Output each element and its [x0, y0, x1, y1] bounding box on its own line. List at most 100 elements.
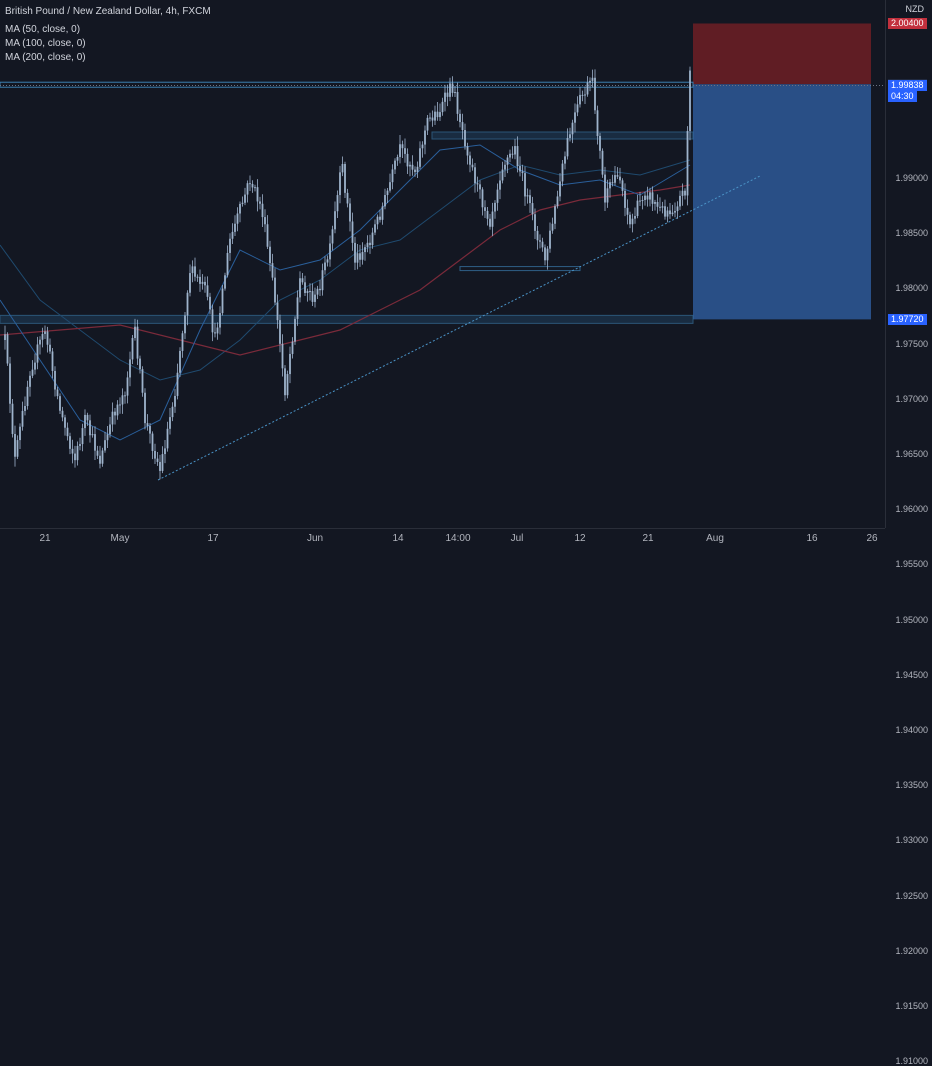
- candle-body: [639, 200, 641, 202]
- candle-body: [594, 77, 596, 111]
- candle-body: [559, 181, 561, 197]
- candle-body: [224, 275, 226, 289]
- candle-body: [654, 202, 656, 204]
- candle-body: [74, 453, 76, 461]
- candle-body: [496, 189, 499, 203]
- price-tick: 1.95500: [895, 559, 928, 570]
- candle-body: [614, 175, 616, 183]
- candle-body: [129, 359, 131, 378]
- candle-body: [151, 433, 154, 451]
- price-tick: 1.93500: [895, 780, 928, 791]
- candle-body: [684, 190, 686, 196]
- candle-body: [289, 353, 291, 375]
- time-axis[interactable]: 21 May 17 Jun 14 14:00 Jul 12 21 Aug 16 26: [0, 528, 885, 550]
- candle-body: [201, 281, 204, 284]
- candle-body: [221, 288, 224, 314]
- candle-body: [586, 82, 589, 95]
- legend-ma-200[interactable]: MA (200, close, 0): [5, 52, 86, 63]
- candle-body: [124, 395, 126, 397]
- candle-body: [589, 80, 591, 83]
- legend-ma-100[interactable]: MA (100, close, 0): [5, 38, 86, 49]
- candle-body: [56, 389, 59, 397]
- candle-body: [479, 184, 481, 190]
- candle-body: [546, 248, 549, 261]
- price-tag: 1.99838: [888, 80, 927, 92]
- candle-body: [406, 153, 409, 167]
- candle-body: [196, 276, 199, 278]
- candle-body: [399, 144, 401, 157]
- candle-body: [336, 195, 339, 212]
- candle-body: [656, 202, 659, 207]
- candle-body: [354, 242, 356, 263]
- candle-body: [481, 189, 484, 208]
- candle-body: [199, 276, 201, 284]
- candle-body: [264, 217, 266, 225]
- candle-body: [111, 411, 114, 425]
- candle-body: [356, 253, 359, 263]
- candle-body: [216, 327, 219, 334]
- time-tick: 16: [806, 533, 818, 544]
- time-tick: 26: [866, 533, 878, 544]
- candle-body: [396, 156, 399, 161]
- candle-body: [21, 410, 24, 427]
- candle-body: [489, 218, 491, 227]
- candle-body: [366, 242, 369, 248]
- candle-body: [154, 450, 156, 459]
- candle-body: [286, 374, 289, 396]
- candle-body: [531, 203, 534, 215]
- candle-body: [461, 122, 464, 131]
- candle-body: [634, 216, 636, 219]
- candle-body: [536, 230, 539, 241]
- candle-body: [514, 146, 516, 155]
- candle-body: [609, 182, 611, 189]
- plot-area[interactable]: British Pound / New Zealand Dollar, 4h, …: [0, 0, 885, 528]
- candle-body: [36, 344, 39, 363]
- candle-body: [149, 425, 151, 434]
- candle-body: [571, 122, 574, 135]
- candle-body: [219, 313, 221, 328]
- candle-body: [71, 448, 74, 454]
- candle-body: [364, 247, 366, 253]
- candlestick-chart[interactable]: [0, 0, 885, 528]
- candle-body: [624, 190, 626, 208]
- candle-body: [229, 238, 231, 253]
- time-tick: 21: [642, 533, 654, 544]
- candle-body: [389, 182, 391, 191]
- legend-ma-50[interactable]: MA (50, close, 0): [5, 24, 81, 35]
- candle-body: [386, 190, 389, 196]
- candle-body: [76, 445, 79, 461]
- candle-body: [186, 292, 189, 316]
- candle-body: [421, 144, 424, 149]
- candle-body: [416, 166, 419, 173]
- candle-body: [271, 263, 274, 278]
- candle-body: [266, 224, 269, 247]
- candle-body: [139, 358, 141, 370]
- candle-body: [244, 194, 246, 203]
- candle-body: [661, 206, 664, 208]
- candle-body: [164, 448, 166, 455]
- candle-body: [604, 174, 606, 203]
- candle-body: [569, 134, 571, 138]
- candle-body: [469, 155, 471, 165]
- price-tick: 1.96500: [895, 449, 928, 460]
- candle-body: [184, 315, 186, 334]
- candle-body: [474, 167, 476, 184]
- candle-body: [41, 333, 44, 340]
- price-axis[interactable]: NZD 1.99000 1.98500 1.98000 1.97500 1.97000 1…: [885, 0, 932, 1066]
- candle-body: [566, 137, 569, 157]
- local-high-level-band: [431, 131, 694, 140]
- candle-body: [444, 92, 446, 102]
- candle-body: [561, 163, 564, 182]
- candle-body: [574, 112, 576, 123]
- candle-body: [431, 117, 434, 121]
- candle-body: [314, 294, 316, 302]
- candle-body: [549, 230, 551, 249]
- price-tick: 1.95000: [895, 614, 928, 625]
- candle-body: [69, 436, 71, 449]
- candle-body: [674, 211, 676, 213]
- candle-body: [276, 302, 279, 321]
- candle-body: [426, 117, 429, 131]
- currency-label: NZD: [905, 4, 925, 14]
- price-tick: 1.97500: [895, 338, 928, 349]
- ma-200-line: [0, 184, 691, 356]
